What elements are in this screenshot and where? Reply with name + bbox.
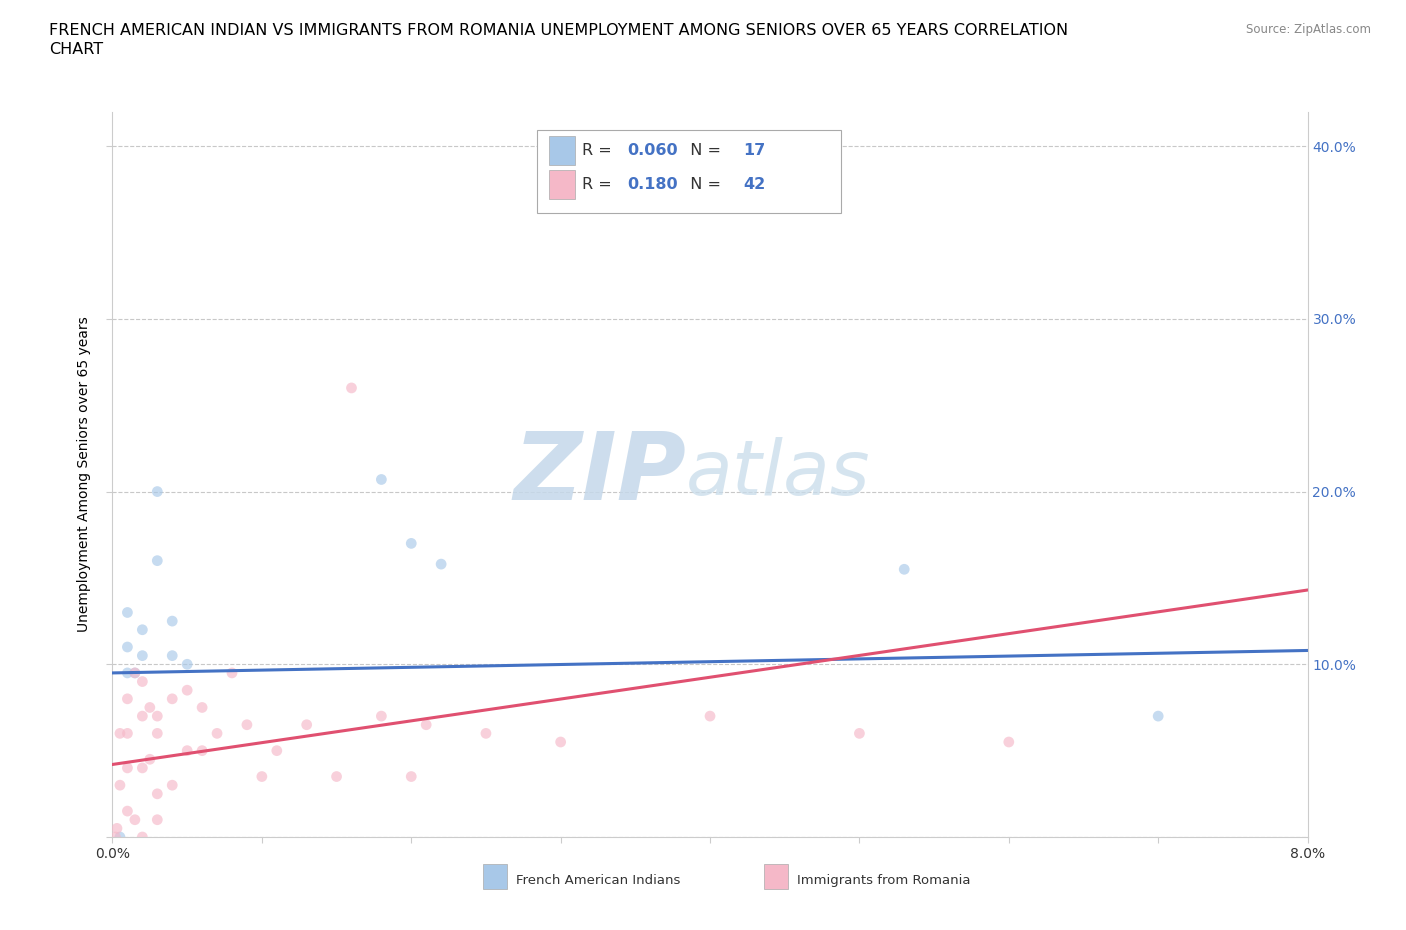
Point xyxy=(146,812,169,827)
Point xyxy=(325,769,347,784)
Point xyxy=(117,640,139,655)
Point xyxy=(191,743,214,758)
Text: R =: R = xyxy=(582,177,621,192)
Point xyxy=(108,830,131,844)
Text: N =: N = xyxy=(681,142,727,157)
Point xyxy=(124,812,146,827)
Point xyxy=(370,472,392,487)
Point xyxy=(893,562,915,577)
Point xyxy=(430,557,453,572)
Point xyxy=(250,769,273,784)
Point xyxy=(146,553,169,568)
Point xyxy=(550,735,572,750)
Point xyxy=(1147,709,1170,724)
Text: Immigrants from Romania: Immigrants from Romania xyxy=(797,874,970,887)
Point xyxy=(131,674,153,689)
Point xyxy=(401,536,423,551)
Text: R =: R = xyxy=(582,142,617,157)
Point xyxy=(146,709,169,724)
Point xyxy=(139,751,162,766)
Point xyxy=(415,717,437,732)
FancyBboxPatch shape xyxy=(484,864,508,889)
Text: FRENCH AMERICAN INDIAN VS IMMIGRANTS FROM ROMANIA UNEMPLOYMENT AMONG SENIORS OVE: FRENCH AMERICAN INDIAN VS IMMIGRANTS FRO… xyxy=(49,23,1069,38)
Text: ZIP: ZIP xyxy=(513,429,686,520)
Point xyxy=(124,666,146,681)
Point xyxy=(131,709,153,724)
Point xyxy=(162,614,183,629)
Point xyxy=(266,743,288,758)
Point xyxy=(117,761,139,776)
Point xyxy=(191,700,214,715)
Point xyxy=(370,709,392,724)
Point xyxy=(139,700,162,715)
Point xyxy=(699,709,721,724)
Text: 0.180: 0.180 xyxy=(627,177,678,192)
Point xyxy=(205,726,228,741)
Point xyxy=(117,666,139,681)
Point xyxy=(108,777,131,792)
Point xyxy=(176,657,198,671)
FancyBboxPatch shape xyxy=(537,130,842,213)
Point xyxy=(162,691,183,706)
Point xyxy=(236,717,259,732)
Point xyxy=(117,804,139,818)
Point xyxy=(117,726,139,741)
Point xyxy=(131,761,153,776)
FancyBboxPatch shape xyxy=(548,136,575,165)
Point xyxy=(131,622,153,637)
Point xyxy=(162,777,183,792)
Point xyxy=(131,830,153,844)
Point xyxy=(117,691,139,706)
Point xyxy=(131,648,153,663)
Y-axis label: Unemployment Among Seniors over 65 years: Unemployment Among Seniors over 65 years xyxy=(77,316,91,632)
Point xyxy=(340,380,363,395)
Point xyxy=(104,830,127,844)
FancyBboxPatch shape xyxy=(548,169,575,199)
Point xyxy=(176,683,198,698)
Point xyxy=(108,726,131,741)
Point xyxy=(162,648,183,663)
Point xyxy=(117,605,139,620)
Point xyxy=(401,769,423,784)
Point xyxy=(146,726,169,741)
FancyBboxPatch shape xyxy=(763,864,787,889)
Point xyxy=(221,666,243,681)
Point xyxy=(176,743,198,758)
Text: 17: 17 xyxy=(744,142,766,157)
Text: atlas: atlas xyxy=(686,437,870,512)
Point xyxy=(146,787,169,802)
Point xyxy=(295,717,318,732)
Point xyxy=(998,735,1021,750)
Text: French American Indians: French American Indians xyxy=(516,874,681,887)
Point xyxy=(475,726,498,741)
Point xyxy=(124,666,146,681)
Text: 0.060: 0.060 xyxy=(627,142,678,157)
Point xyxy=(146,485,169,499)
Text: Source: ZipAtlas.com: Source: ZipAtlas.com xyxy=(1246,23,1371,36)
Text: N =: N = xyxy=(681,177,727,192)
Text: CHART: CHART xyxy=(49,42,103,57)
Point xyxy=(105,821,128,836)
Point xyxy=(848,726,870,741)
Text: 42: 42 xyxy=(744,177,766,192)
